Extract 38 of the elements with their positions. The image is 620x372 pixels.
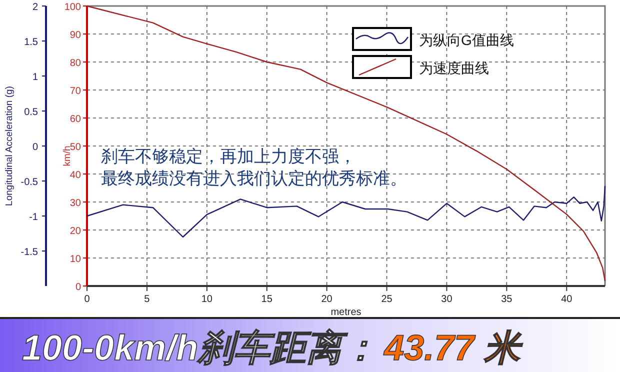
text: 100-0km/h刹车距离： [22,327,378,368]
legend-label: 为纵向G值曲线 [419,32,514,48]
y-tick-label: 30 [70,198,82,209]
annotation: 最终成绩没有进入我们认定的优秀标准。 [101,169,407,188]
x-axis-title: metres [330,307,362,318]
y2-axis-title: Longitudinal Acceleration (g) [4,86,15,206]
y-tick-label: 40 [70,170,82,181]
x-tick-label: 10 [201,294,213,305]
line-series [86,185,606,238]
annotation: 刹车不够稳定，再加上力度不强， [101,147,356,166]
y-tick-label: 90 [70,30,82,41]
x-tick-label: 5 [144,294,150,305]
x-tick-label: 0 [84,294,90,305]
x-tick-label: 40 [561,294,573,305]
y-tick-label: 50 [70,142,82,153]
y-tick-label: 100 [64,2,82,13]
y2-tick-label: -1.5 [20,247,38,258]
y2-tick-label: 0 [32,142,38,153]
y-tick-label: 70 [70,86,82,97]
y2-tick-label: -0.5 [20,177,38,188]
x-tick-label: 30 [441,294,453,305]
text: 43.77 米 [383,327,524,368]
y-tick-label: 60 [70,114,82,125]
y2-tick-label: 0.5 [24,107,38,118]
y2-tick-label: 1 [32,72,38,83]
x-tick-label: 25 [381,294,393,305]
line-series [86,5,606,282]
x-tick-label: 20 [321,294,333,305]
y-tick-label: 20 [70,226,82,237]
x-tick-label: 35 [501,294,513,305]
x-tick-label: 15 [261,294,273,305]
legend-label: 为速度曲线 [419,60,489,76]
y2-tick-label: -1 [29,212,38,223]
y2-tick-label: 2 [32,2,38,13]
y-tick-label: 80 [70,58,82,69]
y2-tick-label: 1.5 [24,37,38,48]
y-tick-label: 10 [70,254,82,265]
y-tick-label: 0 [75,282,82,293]
